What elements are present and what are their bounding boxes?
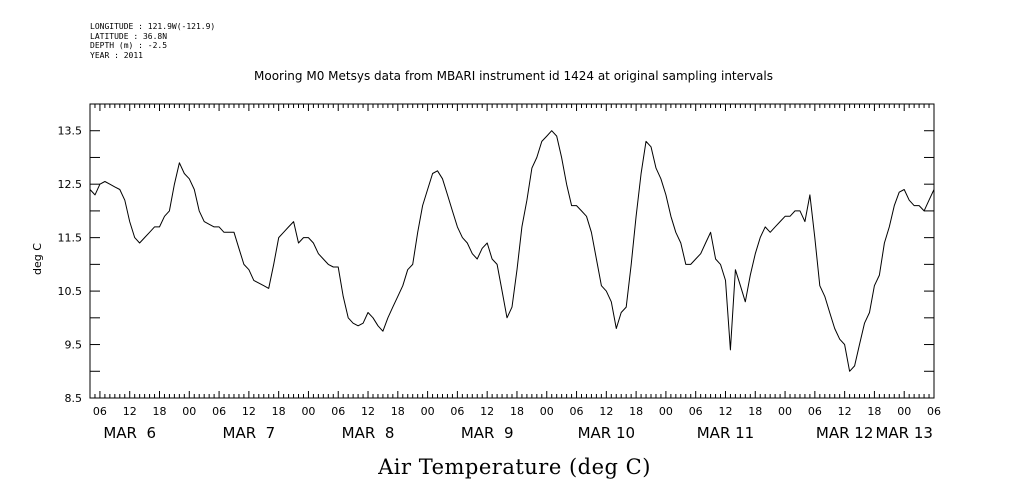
x-hour-tick-label: 06 <box>689 405 703 418</box>
x-day-label: MAR 6 <box>103 424 156 442</box>
depth-text: DEPTH (m) : -2.5 <box>90 41 168 50</box>
x-hour-tick-label: 06 <box>808 405 822 418</box>
metadata-block: LONGITUDE : 121.9W(-121.9) LATITUDE : 36… <box>90 22 215 60</box>
x-day-label: MAR 13 <box>875 424 932 442</box>
series-line <box>89 130 935 372</box>
y-tick-label: 13.5 <box>58 125 83 138</box>
x-hour-tick-label: 18 <box>272 405 286 418</box>
y-tick-label: 10.5 <box>58 285 83 298</box>
x-hour-tick-label: 06 <box>570 405 584 418</box>
plot-frame <box>89 103 935 399</box>
x-hour-tick-label: 18 <box>629 405 643 418</box>
year-text: YEAR : 2011 <box>90 50 143 60</box>
x-hour-tick-label: 18 <box>510 405 524 418</box>
x-hour-tick-label: 12 <box>838 405 852 418</box>
x-day-label: MAR 10 <box>578 424 635 442</box>
x-hour-tick-label: 06 <box>212 405 226 418</box>
y-tick-label: 11.5 <box>58 232 83 245</box>
x-day-label: MAR 12 <box>816 424 873 442</box>
x-hour-tick-label: 06 <box>450 405 464 418</box>
x-hour-tick-label: 06 <box>93 405 107 418</box>
x-hour-tick-label: 06 <box>331 405 345 418</box>
latitude-text: LATITUDE : 36.8N <box>90 31 168 41</box>
y-tick-label: 8.5 <box>65 392 83 405</box>
x-hour-tick-label: 00 <box>182 405 196 418</box>
x-hour-tick-label: 12 <box>361 405 375 418</box>
x-hour-tick-label: 18 <box>748 405 762 418</box>
x-day-label: MAR 8 <box>342 424 395 442</box>
chart-title: Mooring M0 Metsys data from MBARI instru… <box>254 69 773 83</box>
x-hour-tick-label: 12 <box>718 405 732 418</box>
x-hour-tick-label: 00 <box>659 405 673 418</box>
y-tick-label: 12.5 <box>58 178 83 191</box>
x-hour-tick-label: 00 <box>897 405 911 418</box>
x-hour-tick-label: 12 <box>242 405 256 418</box>
x-hour-tick-label: 00 <box>778 405 792 418</box>
x-hour-tick-label: 06 <box>927 405 941 418</box>
x-axis-label: Air Temperature (deg C) <box>378 455 651 479</box>
x-hour-tick-label: 12 <box>480 405 494 418</box>
x-hour-tick-label: 00 <box>301 405 315 418</box>
x-hour-tick-label: 12 <box>123 405 137 418</box>
x-day-label: MAR 7 <box>223 424 276 442</box>
x-hour-tick-label: 00 <box>421 405 435 418</box>
x-hour-tick-label: 18 <box>867 405 881 418</box>
y-axis-label: deg C <box>31 243 44 275</box>
longitude-text: LONGITUDE : 121.9W(-121.9) <box>90 22 216 31</box>
x-hour-tick-label: 00 <box>540 405 554 418</box>
x-hour-tick-label: 12 <box>599 405 613 418</box>
x-hour-tick-label: 18 <box>153 405 167 418</box>
y-tick-label: 9.5 <box>65 339 83 352</box>
x-day-label: MAR 9 <box>461 424 514 442</box>
x-day-label: MAR 11 <box>697 424 754 442</box>
x-hour-tick-label: 18 <box>391 405 405 418</box>
